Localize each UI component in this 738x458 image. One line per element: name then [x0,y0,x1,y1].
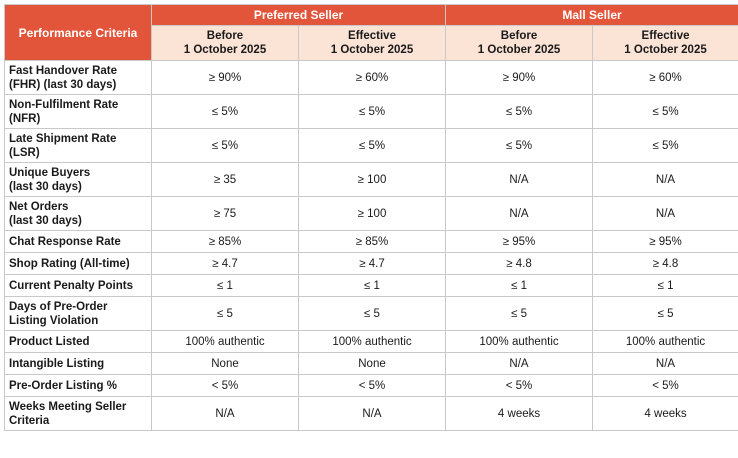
value-cell: N/A [152,397,299,431]
value-cell: < 5% [152,375,299,397]
value-cell: < 5% [446,375,593,397]
value-cell: ≥ 4.7 [152,253,299,275]
value-cell: ≥ 35 [152,163,299,197]
value-cell: ≥ 75 [152,197,299,231]
criteria-cell: Pre-Order Listing % [5,375,152,397]
value-cell: < 5% [299,375,446,397]
criteria-cell: Chat Response Rate [5,231,152,253]
table-row: Late Shipment Rate(LSR) ≤ 5% ≤ 5% ≤ 5% ≤… [5,129,738,163]
subheader-line1: Effective [348,30,396,42]
value-cell: ≥ 4.8 [593,253,738,275]
value-cell: ≥ 60% [299,61,446,95]
criteria-cell: Current Penalty Points [5,275,152,297]
value-cell: ≤ 1 [593,275,738,297]
value-cell: 4 weeks [593,397,738,431]
table-row: Product Listed 100% authentic 100% authe… [5,331,738,353]
value-cell: N/A [299,397,446,431]
value-cell: ≤ 5% [299,129,446,163]
value-cell: ≤ 1 [446,275,593,297]
value-cell: ≤ 5 [299,297,446,331]
table-row: Net Orders(last 30 days) ≥ 75 ≥ 100 N/A … [5,197,738,231]
subheader-line2: 1 October 2025 [184,44,266,56]
value-cell: ≤ 5 [593,297,738,331]
table-row: Current Penalty Points ≤ 1 ≤ 1 ≤ 1 ≤ 1 [5,275,738,297]
criteria-cell: Non-Fulfilment Rate(NFR) [5,95,152,129]
subheader-mall-effective: Effective 1 October 2025 [593,26,738,61]
criteria-cell: Intangible Listing [5,353,152,375]
value-cell: 100% authentic [299,331,446,353]
value-cell: ≤ 5 [446,297,593,331]
value-cell: 100% authentic [446,331,593,353]
subheader-line1: Before [207,30,243,42]
value-cell: ≥ 95% [446,231,593,253]
table-row: Chat Response Rate ≥ 85% ≥ 85% ≥ 95% ≥ 9… [5,231,738,253]
value-cell: None [299,353,446,375]
header-preferred-seller: Preferred Seller [152,5,446,26]
value-cell: ≤ 5% [593,95,738,129]
value-cell: N/A [446,353,593,375]
value-cell: ≥ 95% [593,231,738,253]
value-cell: N/A [593,163,738,197]
subheader-line1: Before [501,30,537,42]
criteria-cell: Net Orders(last 30 days) [5,197,152,231]
value-cell: N/A [593,197,738,231]
value-cell: ≥ 90% [152,61,299,95]
table-row: Non-Fulfilment Rate(NFR) ≤ 5% ≤ 5% ≤ 5% … [5,95,738,129]
value-cell: ≥ 100 [299,163,446,197]
value-cell: ≥ 90% [446,61,593,95]
value-cell: ≤ 5% [152,95,299,129]
table-row: Fast Handover Rate(FHR) (last 30 days) ≥… [5,61,738,95]
value-cell: ≤ 5 [152,297,299,331]
value-cell: N/A [593,353,738,375]
table-row: Pre-Order Listing % < 5% < 5% < 5% < 5% [5,375,738,397]
subheader-line2: 1 October 2025 [624,44,706,56]
header-performance-criteria: Performance Criteria [5,5,152,61]
value-cell: ≥ 85% [299,231,446,253]
value-cell: 100% authentic [593,331,738,353]
value-cell: ≥ 4.7 [299,253,446,275]
table-row: Intangible Listing None None N/A N/A [5,353,738,375]
subheader-line2: 1 October 2025 [331,44,413,56]
subheader-mall-before: Before 1 October 2025 [446,26,593,61]
value-cell: ≤ 5% [593,129,738,163]
value-cell: ≤ 5% [299,95,446,129]
header-mall-seller: Mall Seller [446,5,738,26]
table-row: Shop Rating (All-time) ≥ 4.7 ≥ 4.7 ≥ 4.8… [5,253,738,275]
performance-criteria-table: Performance Criteria Preferred Seller Ma… [4,4,738,431]
criteria-cell: Fast Handover Rate(FHR) (last 30 days) [5,61,152,95]
value-cell: ≥ 85% [152,231,299,253]
value-cell: < 5% [593,375,738,397]
criteria-cell: Unique Buyers(last 30 days) [5,163,152,197]
subheader-preferred-before: Before 1 October 2025 [152,26,299,61]
value-cell: None [152,353,299,375]
value-cell: ≤ 1 [299,275,446,297]
criteria-cell: Late Shipment Rate(LSR) [5,129,152,163]
value-cell: ≤ 1 [152,275,299,297]
subheader-line2: 1 October 2025 [478,44,560,56]
table-row: Unique Buyers(last 30 days) ≥ 35 ≥ 100 N… [5,163,738,197]
value-cell: ≤ 5% [446,129,593,163]
value-cell: ≤ 5% [152,129,299,163]
value-cell: ≥ 4.8 [446,253,593,275]
value-cell: N/A [446,197,593,231]
subheader-line1: Effective [642,30,690,42]
criteria-cell: Shop Rating (All-time) [5,253,152,275]
subheader-preferred-effective: Effective 1 October 2025 [299,26,446,61]
value-cell: 4 weeks [446,397,593,431]
value-cell: ≤ 5% [446,95,593,129]
value-cell: ≥ 100 [299,197,446,231]
value-cell: N/A [446,163,593,197]
criteria-cell: Product Listed [5,331,152,353]
value-cell: 100% authentic [152,331,299,353]
value-cell: ≥ 60% [593,61,738,95]
